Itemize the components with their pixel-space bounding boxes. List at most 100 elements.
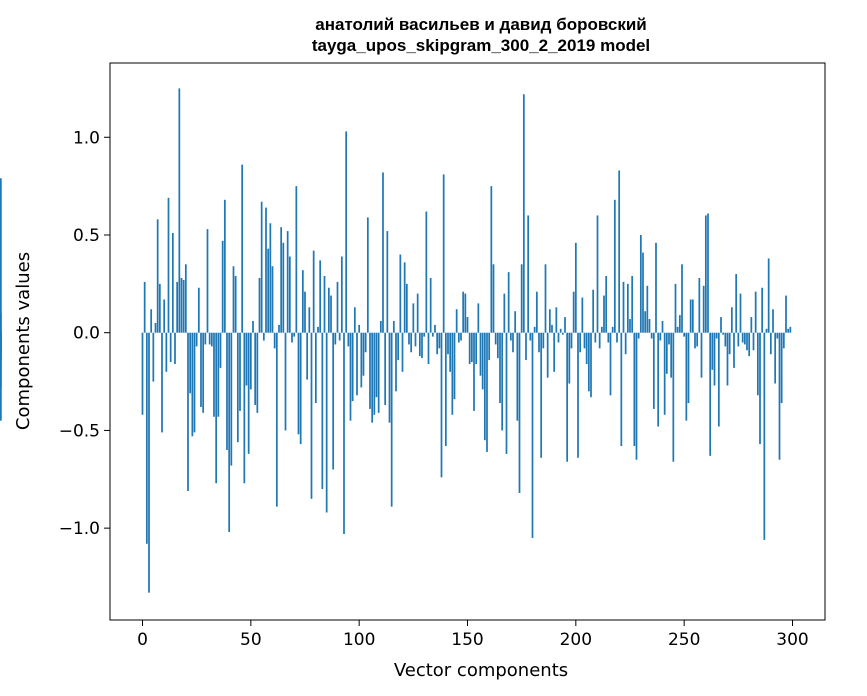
bar — [475, 332, 478, 364]
bar — [449, 332, 452, 372]
bar — [707, 213, 709, 333]
bar — [457, 332, 460, 343]
bar — [644, 311, 647, 333]
bar — [356, 332, 358, 396]
bar — [520, 264, 523, 333]
bar — [221, 240, 224, 333]
bar — [390, 332, 393, 507]
bar — [343, 332, 345, 535]
bar — [533, 326, 536, 333]
bar — [165, 332, 168, 372]
bar — [141, 332, 144, 415]
bar — [633, 332, 636, 447]
bar — [518, 332, 521, 493]
bar — [473, 332, 475, 411]
x-axis-ticks: 0 50 100 150 200 250 300 — [137, 620, 809, 650]
bar — [423, 332, 426, 337]
bar — [572, 291, 575, 333]
bar — [200, 332, 202, 407]
bar — [711, 332, 714, 370]
bar — [403, 262, 406, 333]
bar — [288, 256, 291, 333]
chart-title: анатолий васильев и давид боровский — [315, 15, 647, 34]
bar — [479, 332, 482, 376]
bar — [399, 254, 402, 333]
bar — [360, 332, 363, 388]
bar — [468, 332, 471, 364]
bar — [195, 332, 198, 347]
bar — [247, 332, 250, 454]
bar — [501, 332, 504, 431]
bar — [301, 270, 304, 333]
bar — [265, 207, 267, 333]
bar — [308, 307, 311, 333]
bar — [600, 326, 603, 333]
bar — [252, 320, 254, 333]
bar — [715, 332, 718, 339]
bar — [239, 332, 241, 411]
bar — [460, 332, 462, 341]
x-axis-label: Vector components — [394, 660, 568, 681]
bar — [453, 332, 456, 400]
chart-subtitle: tayga_upos_skipgram_300_2_2019 model — [312, 36, 650, 55]
bar — [388, 332, 391, 423]
bar — [174, 332, 176, 364]
bar — [408, 332, 410, 345]
bar — [223, 199, 226, 333]
x-tick-label: 100 — [343, 630, 375, 650]
bar — [488, 332, 491, 361]
bar — [451, 332, 454, 415]
x-tick-label: 250 — [668, 630, 700, 650]
bar — [535, 291, 538, 333]
bar — [616, 332, 618, 343]
bar — [726, 332, 729, 386]
bar — [243, 332, 246, 484]
bar — [386, 231, 389, 333]
bar — [269, 223, 272, 333]
bar — [620, 332, 623, 447]
bar — [678, 315, 681, 333]
bar — [507, 272, 510, 333]
bar — [668, 332, 670, 345]
bar — [353, 307, 356, 333]
bar — [366, 217, 369, 333]
bar — [737, 332, 740, 347]
bar — [438, 332, 441, 349]
bar — [772, 309, 774, 333]
bar — [171, 233, 174, 333]
bar — [529, 332, 532, 341]
bar — [481, 332, 484, 390]
bar — [236, 332, 239, 443]
bar — [717, 332, 720, 427]
bar — [254, 332, 257, 406]
bar — [210, 332, 213, 347]
bar — [431, 332, 434, 337]
bar — [516, 332, 519, 421]
bar — [724, 332, 727, 347]
bar — [496, 332, 499, 359]
bar — [568, 332, 571, 384]
bar — [655, 242, 657, 333]
bar — [306, 332, 309, 380]
bar — [553, 332, 556, 372]
bar — [321, 332, 324, 490]
x-tick-label: 300 — [776, 630, 808, 650]
bar — [611, 326, 614, 333]
bar — [483, 332, 486, 441]
bar — [371, 332, 374, 423]
bar — [312, 250, 315, 333]
bar — [299, 332, 302, 445]
bar — [169, 332, 172, 363]
bar — [739, 293, 742, 333]
y-tick-label: 0.0 — [73, 324, 100, 344]
bar — [538, 332, 540, 353]
bar — [219, 332, 222, 368]
bar — [182, 279, 185, 333]
bar — [585, 332, 588, 364]
bar — [150, 309, 153, 333]
bar — [208, 332, 211, 345]
bar — [587, 332, 590, 392]
bar — [245, 332, 248, 386]
bar — [0, 332, 2, 353]
